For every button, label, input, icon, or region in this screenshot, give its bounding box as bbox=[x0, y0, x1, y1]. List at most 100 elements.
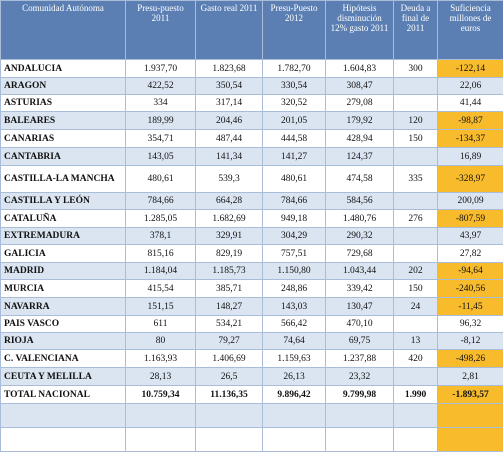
table-row: BALEARES 189,99 204,46 201,05 179,92 120 -98,8… bbox=[0, 111, 503, 130]
empty-cell bbox=[393, 427, 438, 452]
table-row: ARAGON 422,52 350,54 330,54 308,47 22,06 bbox=[0, 77, 503, 95]
cell-value: 124,37 bbox=[325, 147, 394, 166]
empty-cell bbox=[393, 403, 438, 428]
cell-value: 24 bbox=[393, 297, 438, 316]
region-name: PAIS VASCO bbox=[0, 315, 126, 333]
empty-cell bbox=[0, 403, 126, 428]
cell-value: 1.782,70 bbox=[262, 59, 326, 78]
cell-value: 28,13 bbox=[125, 367, 196, 386]
cell-value: 534,21 bbox=[195, 315, 263, 333]
cell-value: 1.237,88 bbox=[325, 349, 394, 368]
cell-value: 120 bbox=[393, 111, 438, 130]
empty-cell bbox=[262, 427, 326, 452]
cell-value: 41,44 bbox=[437, 94, 503, 112]
cell-value: 69,75 bbox=[325, 332, 394, 350]
cell-value: 279,08 bbox=[325, 94, 394, 112]
cell-value: 480,61 bbox=[125, 165, 196, 193]
cell-value: 584,56 bbox=[325, 192, 394, 210]
cell-value: 79,27 bbox=[195, 332, 263, 350]
cell-value: 27,82 bbox=[437, 244, 503, 263]
cell-value: 304,29 bbox=[262, 227, 326, 245]
cell-value: -8,12 bbox=[437, 332, 503, 350]
cell-value: 143,03 bbox=[262, 297, 326, 316]
cell-value: 1.604,83 bbox=[325, 59, 394, 78]
empty-cell bbox=[0, 427, 126, 452]
cell-value: 300 bbox=[393, 59, 438, 78]
cell-value: 317,14 bbox=[195, 94, 263, 112]
table-body: ANDALUCIA 1.937,70 1.823,68 1.782,70 1.604,8… bbox=[0, 59, 503, 452]
empty-cell bbox=[437, 403, 503, 428]
cell-value: 428,94 bbox=[325, 129, 394, 148]
cell-value: 80 bbox=[125, 332, 196, 350]
cell-value: -328,97 bbox=[437, 165, 503, 193]
cell-value: 1.823,68 bbox=[195, 59, 263, 78]
cell-value: 1.163,93 bbox=[125, 349, 196, 368]
table-row: CASTILLA Y LEÓN 784,66 664,28 784,66 584,56 2… bbox=[0, 192, 503, 210]
cell-value: 949,18 bbox=[262, 209, 326, 228]
empty-cell bbox=[195, 427, 263, 452]
cell-value: 189,99 bbox=[125, 111, 196, 130]
cell-value: 200,09 bbox=[437, 192, 503, 210]
cell-value: 10.759,34 bbox=[125, 385, 196, 404]
table-row: CANTABRIA 143,05 141,34 141,27 124,37 16,89 bbox=[0, 147, 503, 166]
cell-value: -807,59 bbox=[437, 209, 503, 228]
cell-value: 1.682,69 bbox=[195, 209, 263, 228]
cell-value: 757,51 bbox=[262, 244, 326, 263]
cell-value: 1.185,73 bbox=[195, 262, 263, 280]
cell-value: 22,06 bbox=[437, 77, 503, 95]
table-row: ANDALUCIA 1.937,70 1.823,68 1.782,70 1.604,8… bbox=[0, 59, 503, 78]
cell-value: 1.937,70 bbox=[125, 59, 196, 78]
cell-value: 422,52 bbox=[125, 77, 196, 95]
region-name: EXTREMADURA bbox=[0, 227, 126, 245]
cell-value: 9.799,98 bbox=[325, 385, 394, 404]
cell-value: 329,91 bbox=[195, 227, 263, 245]
empty-cell bbox=[125, 403, 196, 428]
empty-cell bbox=[325, 427, 394, 452]
cell-value: 9.896,42 bbox=[262, 385, 326, 404]
cell-value: 151,15 bbox=[125, 297, 196, 316]
cell-value: 248,86 bbox=[262, 279, 326, 298]
cell-value: 13 bbox=[393, 332, 438, 350]
region-name: MURCIA bbox=[0, 279, 126, 298]
cell-value: 470,10 bbox=[325, 315, 394, 333]
column-header: Presu-Puesto 2012 bbox=[262, 0, 326, 60]
column-header: Suficiencia millones de euros bbox=[437, 0, 503, 60]
region-name: CASTILLA Y LEÓN bbox=[0, 192, 126, 210]
column-header: Hipótesis disminución 12% gasto 2011 bbox=[325, 0, 394, 60]
cell-value: 334 bbox=[125, 94, 196, 112]
cell-value: 148,27 bbox=[195, 297, 263, 316]
region-name: ARAGON bbox=[0, 77, 126, 95]
region-name: BALEARES bbox=[0, 111, 126, 130]
region-name: RIOJA bbox=[0, 332, 126, 350]
table-row: PAIS VASCO 611 534,21 566,42 470,10 96,32 bbox=[0, 315, 503, 333]
cell-value: -122,14 bbox=[437, 59, 503, 78]
empty-cell bbox=[393, 367, 438, 386]
cell-value: 16,89 bbox=[437, 147, 503, 166]
empty-cell bbox=[393, 192, 438, 210]
column-header: Comunidad Autónoma bbox=[0, 0, 126, 60]
region-name: C. VALENCIANA bbox=[0, 349, 126, 368]
column-header: Deuda a final de 2011 bbox=[393, 0, 438, 60]
empty-cell bbox=[393, 315, 438, 333]
cell-value: 320,52 bbox=[262, 94, 326, 112]
cell-value: 474,58 bbox=[325, 165, 394, 193]
cell-value: 143,05 bbox=[125, 147, 196, 166]
cell-value: 1.285,05 bbox=[125, 209, 196, 228]
cell-value: 539,3 bbox=[195, 165, 263, 193]
empty-cell bbox=[125, 427, 196, 452]
cell-value: 11.136,35 bbox=[195, 385, 263, 404]
empty-cell bbox=[437, 427, 503, 452]
cell-value: 378,1 bbox=[125, 227, 196, 245]
cell-value: 150 bbox=[393, 129, 438, 148]
cell-value: 179,92 bbox=[325, 111, 394, 130]
cell-value: 1.043,44 bbox=[325, 262, 394, 280]
cell-value: 202 bbox=[393, 262, 438, 280]
cell-value: -98,87 bbox=[437, 111, 503, 130]
table-row: CASTILLA-LA MANCHA 480,61 539,3 480,61 474,5… bbox=[0, 165, 503, 193]
cell-value: 1.150,80 bbox=[262, 262, 326, 280]
cell-value: 385,71 bbox=[195, 279, 263, 298]
region-name: ASTURIAS bbox=[0, 94, 126, 112]
table-row: C. VALENCIANA 1.163,93 1.406,69 1.159,63 1.2… bbox=[0, 349, 503, 368]
